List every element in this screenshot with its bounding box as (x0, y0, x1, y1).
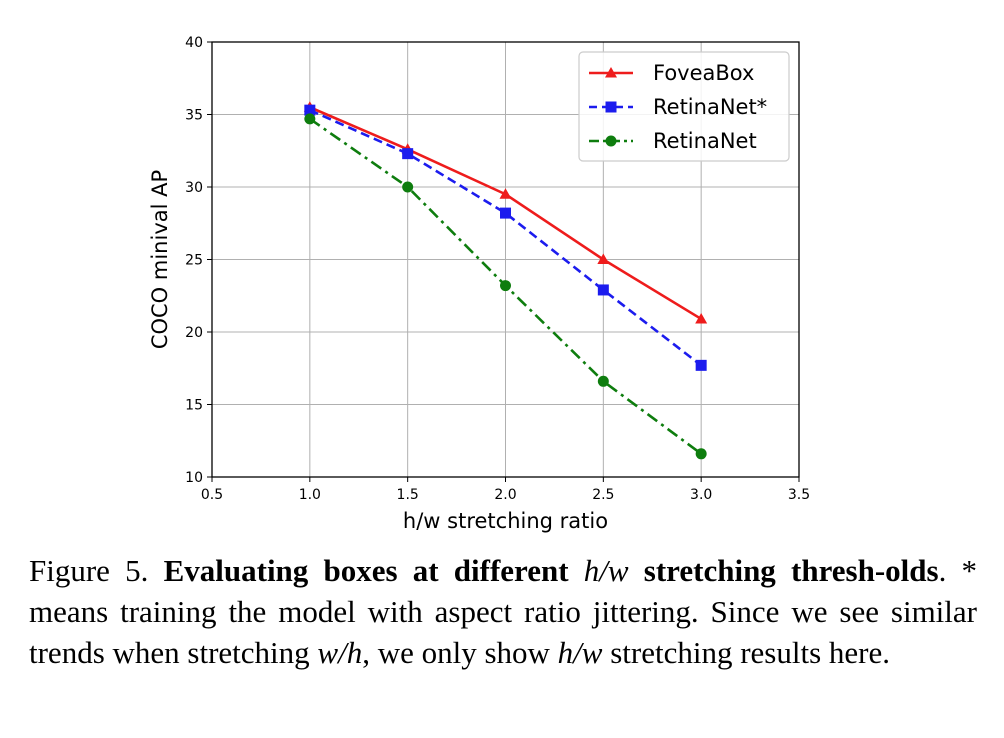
data-point-retinanet (402, 181, 414, 193)
legend-marker-foveabox (605, 67, 617, 78)
legend: FoveaBox RetinaNet* RetinaNet (578, 51, 790, 162)
caption-math-wh: w/h (317, 635, 363, 670)
caption-text-2: , we only show (362, 635, 550, 670)
x-tick-label: 3.0 (690, 487, 712, 503)
series-line-retinanet (309, 108, 702, 367)
x-tick-label: 1.5 (397, 487, 419, 503)
caption-math-hw: h/w (583, 553, 629, 588)
figure: 0.5 1.0 1.5 2.0 2.5 3.0 3.5 10 15 20 25 30 35 40 h/w … (29, 35, 977, 670)
data-point-foveabox (597, 253, 610, 264)
y-tick-label: 30 (185, 180, 203, 196)
x-tick-label: 2.0 (494, 487, 516, 503)
caption-text-3: stretching results here. (610, 635, 890, 670)
caption-bold-title-2: stretching thresh-olds (643, 553, 939, 588)
y-tick-label: 15 (185, 398, 203, 414)
data-point-retinanet (597, 375, 609, 387)
series-retinanet (304, 113, 707, 460)
data-point-retinanet (500, 207, 511, 219)
data-point-retinanet (695, 359, 707, 371)
y-tick-label: 40 (185, 35, 203, 51)
y-tick-label: 25 (185, 253, 203, 269)
data-point-retinanet (695, 448, 707, 460)
series-layer (303, 101, 708, 460)
y-axis-label: COCO minival AP (148, 170, 172, 349)
legend-marker-retinanet (605, 135, 617, 147)
y-tick-label: 10 (185, 470, 203, 486)
caption-math-hw-2: h/w (557, 635, 603, 670)
figure-caption: Figure 5. Evaluating boxes at different … (29, 550, 977, 673)
legend-label-retinanet: RetinaNet (653, 129, 757, 153)
y-tick-label: 35 (185, 108, 203, 124)
y-tick-label: 20 (185, 325, 203, 341)
caption-bold-title-1: Evaluating boxes at different (163, 553, 569, 588)
x-axis-label: h/w stretching ratio (403, 509, 608, 533)
caption-text-1: . * means training the model with aspect… (29, 553, 978, 670)
data-point-retinanet (500, 280, 511, 292)
data-point-retinanet (304, 104, 316, 116)
legend-box (578, 51, 790, 162)
x-tick-label: 0.5 (201, 487, 223, 503)
caption-figure-label: Figure 5. (29, 553, 149, 588)
x-tick-label: 1.0 (299, 487, 321, 503)
line-chart: 0.5 1.0 1.5 2.0 2.5 3.0 3.5 10 15 20 25 30 35 40 h/w … (148, 35, 810, 533)
legend-label-foveabox: FoveaBox (653, 61, 754, 85)
legend-marker-retinanet (605, 101, 617, 113)
data-point-foveabox (695, 312, 708, 324)
series-retinanet (304, 104, 707, 371)
legend-label-retinanet: RetinaNet* (653, 95, 767, 119)
data-point-foveabox (499, 188, 512, 199)
data-point-retinanet (402, 148, 414, 160)
x-tick-label: 3.5 (788, 487, 810, 503)
data-point-retinanet (304, 113, 316, 125)
data-point-retinanet (597, 284, 609, 296)
ticks: 0.5 1.0 1.5 2.0 2.5 3.0 3.5 10 15 20 25 30 35 40 (185, 35, 810, 503)
x-tick-label: 2.5 (592, 487, 614, 503)
